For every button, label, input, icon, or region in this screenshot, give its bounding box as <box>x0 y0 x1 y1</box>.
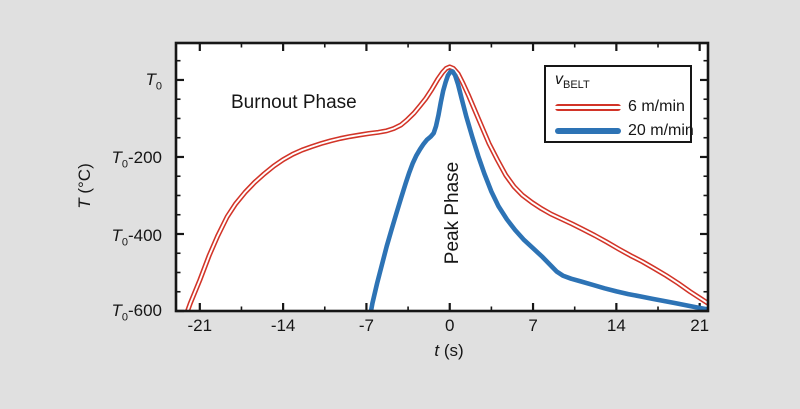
legend-title: vBELT <box>555 71 590 92</box>
y-tick-label-t0-600: T0-600 <box>111 301 162 324</box>
legend-line-sample-red <box>555 103 621 111</box>
x-tick-label: 21 <box>690 316 710 335</box>
x-axis-title: t (s) <box>434 341 464 360</box>
x-tick-label: -7 <box>358 316 374 335</box>
legend: vBELT 6 m/min 20 m/min <box>544 65 694 143</box>
y-axis-title: T (°C) <box>75 163 94 209</box>
legend-line-sample-blue <box>555 128 621 135</box>
x-tick-label: -21 <box>187 316 213 335</box>
y-tick-label-t0-200: T0-200 <box>111 148 162 171</box>
plot-frame <box>174 41 710 313</box>
y-tick-label-t0-400: T0-400 <box>111 226 162 249</box>
y-tick-label-t0: T0 <box>145 70 162 93</box>
x-tick-label: 0 <box>445 316 455 335</box>
curve-20mmin <box>368 69 708 311</box>
legend-label: 20 m/min <box>628 122 694 140</box>
x-tick-label: -14 <box>270 316 296 335</box>
x-tick-label: 7 <box>528 316 538 335</box>
curve-inner-white <box>186 65 708 311</box>
curves <box>184 64 708 311</box>
annotation-peak-phase: Peak Phase <box>442 161 463 265</box>
legend-entry-6mmin: 6 m/min <box>555 95 690 119</box>
legend-label: 6 m/min <box>628 98 685 116</box>
x-tick-label: 14 <box>606 316 626 335</box>
legend-entry-20mmin: 20 m/min <box>555 119 694 143</box>
annotation-burnout-phase: Burnout Phase <box>231 92 357 113</box>
